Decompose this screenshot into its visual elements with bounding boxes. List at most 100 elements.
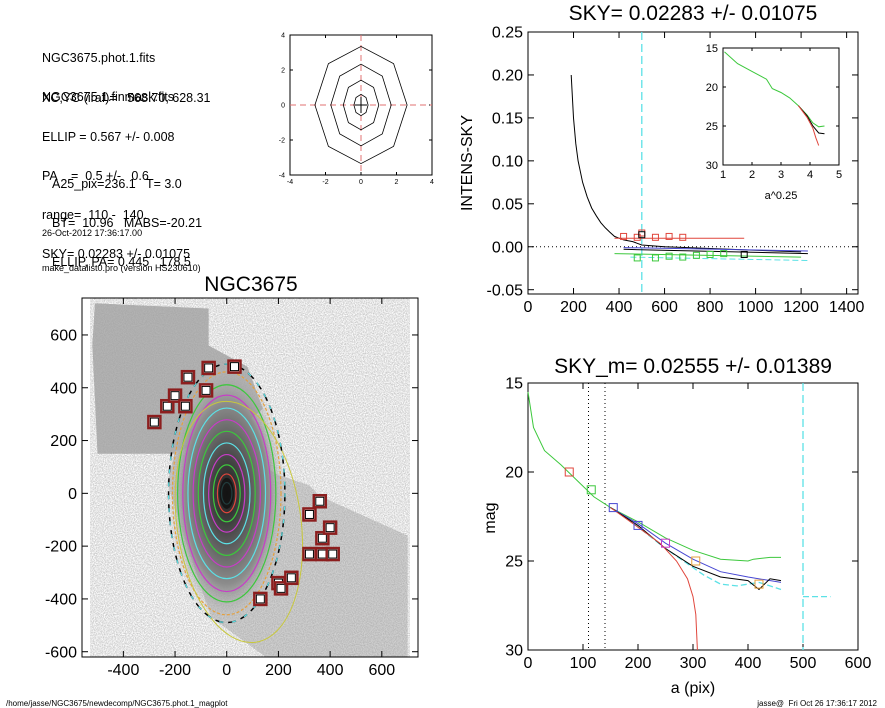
mask-square xyxy=(312,494,328,509)
mask-square-inner xyxy=(180,401,190,411)
profile-sample-square xyxy=(691,556,701,566)
x-tick-label: -2 xyxy=(322,179,328,186)
isophote-ellipse xyxy=(192,419,261,568)
y-tick-label: 15 xyxy=(706,43,718,55)
x-tick-label: 2 xyxy=(395,179,399,186)
sky-sample-square xyxy=(665,252,673,260)
mask-square xyxy=(325,546,340,562)
info-line: range= 110.- 140. xyxy=(42,208,148,222)
mask-square-inner xyxy=(315,496,325,506)
x-tick-label: 800 xyxy=(697,299,724,316)
mask-square xyxy=(322,520,338,535)
x-tick-label: 0 xyxy=(524,655,533,672)
profile-sample-square xyxy=(564,467,574,477)
isophote-contour xyxy=(330,63,392,147)
mask-square-inner xyxy=(149,417,159,427)
y-tick-label: -200 xyxy=(45,539,77,556)
isophote-ellipse xyxy=(187,407,267,580)
sky-level-line xyxy=(630,256,808,261)
y-tick-label: 0.15 xyxy=(492,111,523,128)
x-tick-label: 200 xyxy=(625,655,652,672)
sky-level-line xyxy=(614,253,802,258)
info-line: ELLIP, PA= 0.445 178.5 xyxy=(52,255,191,269)
x-tick-label: 4 xyxy=(430,179,434,186)
contour-plot: -4 -2 0 2 4 -4 -2 0 2 4 xyxy=(279,32,434,186)
image-field xyxy=(90,298,410,657)
info-line: A25_pix=236.1 T= 3.0 xyxy=(52,177,182,191)
x-tick-label: 2 xyxy=(749,169,755,181)
x-tick-label: 1 xyxy=(720,169,726,181)
x-tick-label: 1000 xyxy=(738,299,774,316)
y-tick-label: -0.05 xyxy=(487,282,524,299)
inset-black-line xyxy=(798,105,825,135)
mask-square xyxy=(160,398,175,414)
plot-title: SKY= 0.02283 +/- 0.01075 xyxy=(569,2,818,25)
y-axis-label: mag xyxy=(482,502,499,533)
sky-sample-square xyxy=(679,253,687,261)
sky-sample-square xyxy=(620,232,628,240)
y-tick-label: 0.05 xyxy=(492,196,523,213)
sky-sample-square xyxy=(665,232,673,240)
sky-sample-square xyxy=(638,231,646,239)
info-line: PA = 0.5 +/- 0.6 xyxy=(42,169,149,183)
y-tick-label: 600 xyxy=(50,328,77,345)
sky-sample-square xyxy=(720,250,728,258)
sky-sample-square xyxy=(651,254,659,262)
y-tick-label: 30 xyxy=(505,643,523,660)
info-line: BT= 10.96 MABS=-20.21 xyxy=(52,216,203,230)
x-tick-label: -200 xyxy=(159,662,191,679)
profile-sample-square xyxy=(754,579,764,589)
mask-square xyxy=(147,414,162,430)
x-tick-label: 4 xyxy=(807,169,813,181)
isophote-ellipse xyxy=(182,394,272,593)
isophote-contour xyxy=(314,45,408,165)
x-tick-label: 1200 xyxy=(783,299,819,316)
isophote-contour xyxy=(342,79,380,131)
sky-level-line xyxy=(623,248,808,255)
info-line: XC,YC (iraf)= 568.70, 628.31 xyxy=(42,91,211,105)
mask-square-inner xyxy=(328,549,338,559)
x-tick-label: 600 xyxy=(651,299,678,316)
info-line: make_datalist0.pro (version HS230610) xyxy=(42,263,201,273)
x-tick-label: -400 xyxy=(107,662,139,679)
black-profile-line xyxy=(610,507,782,591)
profile-sample-square xyxy=(608,503,618,513)
isophote-ellipse xyxy=(171,371,282,616)
mask-square-inner xyxy=(201,385,211,395)
x-tick-label: 1400 xyxy=(829,299,865,316)
sky-sample-square xyxy=(651,233,659,241)
info-block-date: 26-Oct-2012 17:36:17.00 make_datalist0.p… xyxy=(42,208,201,283)
isophote-ellipse xyxy=(177,384,277,603)
mask-square-inner xyxy=(304,509,314,519)
sky-sample-square xyxy=(692,251,700,259)
x-tick-label: 400 xyxy=(735,655,762,672)
isophote-contour xyxy=(353,93,369,117)
y-tick-label: 2 xyxy=(281,67,285,74)
mask-square-inner xyxy=(276,583,286,593)
y-tick-label: 20 xyxy=(505,465,523,482)
info-line: NGC3675.1.finmask.fits xyxy=(42,90,174,104)
info-block-params: XC,YC (iraf)= 568.70, 628.31 ELLIP = 0.5… xyxy=(42,66,211,274)
isophote-ellipse xyxy=(197,430,256,556)
mask-square xyxy=(253,591,268,607)
fit-ellipse-yellow xyxy=(174,400,304,644)
mask-square xyxy=(167,388,183,403)
mask-square xyxy=(302,507,317,522)
sky-level-line xyxy=(623,247,808,252)
y-tick-label: 25 xyxy=(505,554,523,571)
x-tick-label: 5 xyxy=(836,169,842,181)
info-line: 26-Oct-2012 17:36:17.00 xyxy=(42,228,143,238)
plot-title: SKY_m= 0.02555 +/- 0.01389 xyxy=(554,355,832,378)
x-tick-label: 200 xyxy=(560,299,587,316)
x-tick-label: 600 xyxy=(368,662,395,679)
x-tick-label: 600 xyxy=(845,655,872,672)
isophote-ellipse xyxy=(216,473,237,514)
info-line: NGC3675.phot.1.fits xyxy=(42,51,156,65)
info-line: SKY= 0.02283 +/- 0.01075 xyxy=(42,247,191,261)
mask-square xyxy=(201,360,216,376)
plot-title: NGC3675 xyxy=(204,273,297,296)
y-tick-label: 30 xyxy=(706,160,718,172)
mask-square-inner xyxy=(304,549,314,559)
profile-sample-square xyxy=(586,485,596,495)
x-tick-label: 300 xyxy=(680,655,707,672)
